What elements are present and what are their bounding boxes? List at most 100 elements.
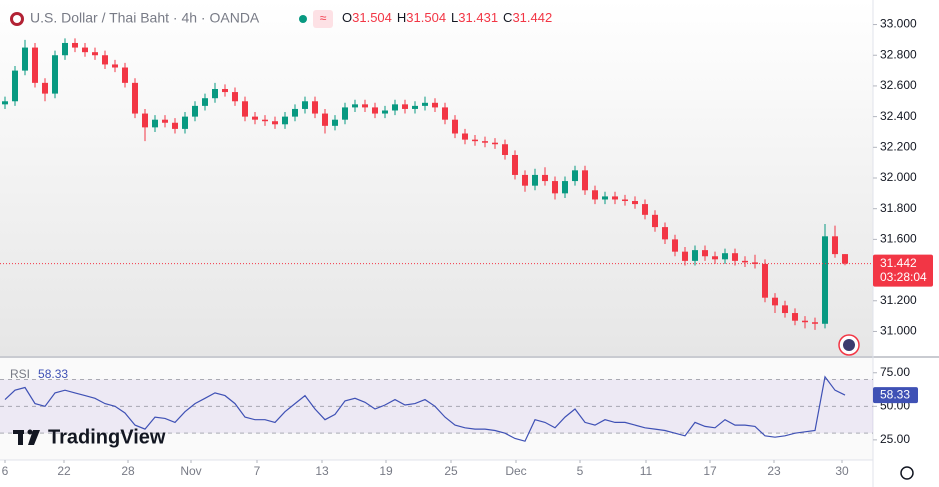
y-tick-label: 31.000 bbox=[880, 324, 917, 338]
ohlc-key: C bbox=[503, 10, 512, 25]
candle-body bbox=[532, 174, 538, 186]
settings-icon[interactable] bbox=[900, 466, 914, 480]
candle-body bbox=[12, 70, 18, 102]
candle-body bbox=[832, 236, 838, 255]
candle-body bbox=[302, 101, 308, 109]
candle-body bbox=[412, 105, 418, 109]
candle-body bbox=[292, 108, 298, 117]
candle-body bbox=[812, 322, 818, 324]
candle-body bbox=[342, 107, 348, 120]
ohlc-key: O bbox=[342, 10, 352, 25]
candle-body bbox=[722, 253, 728, 260]
candle-body bbox=[512, 154, 518, 175]
candle-body bbox=[582, 170, 588, 191]
y-tick-label: 31.200 bbox=[880, 293, 917, 307]
x-tick-label: 5 bbox=[577, 464, 584, 478]
candle-body bbox=[502, 144, 508, 155]
symbol-title: U.S. Dollar / Thai Baht · 4h · OANDA bbox=[30, 10, 260, 26]
candle-body bbox=[652, 214, 658, 228]
candle-body bbox=[542, 174, 548, 182]
candle-body bbox=[272, 121, 278, 125]
candle-body bbox=[82, 47, 88, 53]
candle-body bbox=[692, 250, 698, 261]
candle-body bbox=[202, 98, 208, 106]
candle-body bbox=[472, 139, 478, 142]
x-tick-label: 11 bbox=[640, 464, 653, 478]
data-badge-icon: ≈ bbox=[320, 11, 327, 25]
candle-body bbox=[592, 190, 598, 200]
x-tick-label: 7 bbox=[254, 464, 261, 478]
x-tick-label: 17 bbox=[703, 464, 717, 478]
candle-body bbox=[142, 113, 148, 128]
candle-body bbox=[742, 260, 748, 263]
y-tick-label: 31.600 bbox=[880, 232, 917, 246]
price-tag-countdown: 03:28:04 bbox=[880, 270, 927, 284]
candle-body bbox=[152, 119, 158, 128]
logo: TradingView bbox=[13, 426, 166, 448]
x-tick-label: 6 bbox=[2, 464, 9, 478]
candle-body bbox=[172, 122, 178, 129]
candle-body bbox=[322, 113, 328, 126]
candle-body bbox=[602, 196, 608, 200]
candle-body bbox=[252, 116, 258, 120]
candle-body bbox=[622, 199, 628, 202]
candle-body bbox=[182, 116, 188, 129]
candle-body bbox=[402, 104, 408, 109]
candle-body bbox=[332, 119, 338, 126]
x-tick-label: Nov bbox=[180, 464, 201, 478]
candle-body bbox=[92, 52, 98, 56]
x-tick-label: 28 bbox=[121, 464, 135, 478]
price-pane bbox=[0, 0, 873, 356]
candle-body bbox=[372, 107, 378, 114]
candle-body bbox=[482, 141, 488, 143]
y-tick-label: 32.600 bbox=[880, 78, 917, 92]
candle-body bbox=[212, 89, 218, 99]
candle-body bbox=[452, 119, 458, 134]
ohlc-key: H bbox=[397, 10, 406, 25]
price-tag-value: 31.442 bbox=[880, 256, 917, 270]
x-tick-label: 25 bbox=[444, 464, 458, 478]
candle-body bbox=[712, 256, 718, 260]
candle-body bbox=[352, 104, 358, 108]
candle-body bbox=[772, 297, 778, 306]
ohlc-value: 31.442 bbox=[512, 10, 552, 25]
y-tick-label: 33.000 bbox=[880, 17, 917, 31]
y-tick-label: 31.800 bbox=[880, 201, 917, 215]
data-badge[interactable] bbox=[313, 10, 333, 28]
rsi-pane bbox=[0, 358, 873, 460]
candle-body bbox=[312, 101, 318, 114]
candle-body bbox=[162, 119, 168, 123]
candle-body bbox=[662, 227, 668, 240]
x-tick-label: 23 bbox=[767, 464, 781, 478]
candle-body bbox=[442, 107, 448, 120]
rsi-label: RSI 58.33 bbox=[10, 367, 68, 381]
candle-body bbox=[492, 142, 498, 145]
y-tick-label: 32.000 bbox=[880, 170, 917, 184]
logo-mark bbox=[18, 430, 23, 445]
rsi-name: RSI bbox=[10, 367, 30, 381]
candle-body bbox=[192, 105, 198, 117]
candle-body bbox=[632, 201, 638, 205]
candle-body bbox=[222, 89, 228, 93]
candle-body bbox=[822, 236, 828, 324]
candle-body bbox=[262, 119, 268, 122]
price-tag bbox=[873, 254, 933, 287]
candle-body bbox=[842, 254, 848, 264]
candle-body bbox=[42, 82, 48, 94]
candle-body bbox=[572, 170, 578, 182]
candle-body bbox=[132, 82, 138, 114]
ohlc-legend: O31.504 H31.504 L31.431 C31.442 bbox=[342, 10, 552, 25]
candle-body bbox=[612, 196, 618, 200]
rsi-value: 58.33 bbox=[38, 367, 68, 381]
candle-body bbox=[522, 174, 528, 186]
candle-body bbox=[562, 181, 568, 194]
y-tick-label: 32.800 bbox=[880, 47, 917, 61]
candle-body bbox=[282, 116, 288, 125]
ohlc-value: 31.431 bbox=[458, 10, 498, 25]
candle-body bbox=[2, 101, 8, 105]
rsi-tag bbox=[873, 387, 918, 404]
ohlc-value: 31.504 bbox=[406, 10, 446, 25]
x-tick-label: 30 bbox=[835, 464, 849, 478]
candle-body bbox=[702, 250, 708, 257]
candle-body bbox=[362, 104, 368, 108]
